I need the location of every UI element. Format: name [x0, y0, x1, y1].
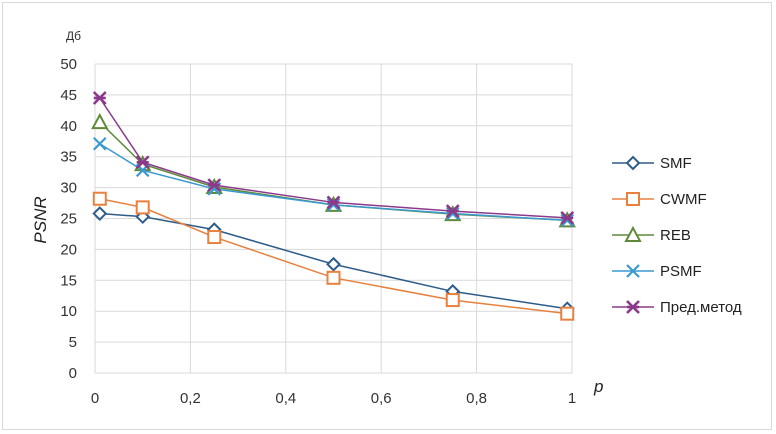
smf-marker — [92, 206, 108, 221]
y-tick-label: 10 — [60, 303, 77, 320]
grid-lines — [94, 63, 573, 374]
y-tick-label: 40 — [60, 118, 77, 135]
y-tick-label: 15 — [60, 272, 77, 289]
series-REB — [91, 112, 576, 228]
reb-marker — [91, 112, 109, 130]
proposed-method-marker — [560, 210, 575, 225]
legend-item: PSMF — [612, 263, 702, 280]
proposed-method-marker — [92, 91, 107, 105]
series-line — [99, 197, 568, 315]
y-axis-unit: Дб — [66, 29, 81, 43]
cwmf-marker — [207, 230, 222, 245]
y-tick-labels: 0 5 10 15 20 25 30 35 40 45 50 — [60, 56, 77, 382]
series-Пред.метод — [92, 91, 575, 225]
series-SMF — [92, 206, 575, 317]
x-tick-label: 0 — [91, 390, 99, 407]
proposed-method-marker — [626, 300, 640, 314]
y-tick-label: 30 — [60, 180, 77, 197]
series-line — [99, 212, 568, 310]
legend-label: Пред.метод — [660, 299, 742, 316]
x-tick-label: 0,4 — [275, 390, 296, 407]
psmf-marker — [92, 136, 107, 151]
reb-marker — [624, 225, 642, 242]
x-tick-labels: 0 0,2 0,4 0,6 0,8 1 — [91, 390, 576, 407]
psmf-marker — [626, 264, 640, 278]
x-tick-label: 0,8 — [466, 390, 487, 407]
y-tick-label: 20 — [60, 241, 77, 258]
cwmf-marker — [135, 200, 150, 215]
cwmf-marker — [626, 192, 640, 206]
cwmf-marker — [445, 293, 460, 308]
proposed-method-marker — [135, 155, 150, 170]
legend-label: SMF — [660, 155, 692, 172]
y-tick-label: 0 — [69, 365, 77, 382]
series-line — [99, 143, 568, 222]
y-tick-label: 35 — [60, 149, 77, 166]
proposed-method-marker — [445, 204, 460, 219]
smf-marker — [625, 155, 641, 171]
series-CWMF — [92, 191, 575, 321]
psmf-marker — [326, 198, 341, 212]
x-tick-label: 0,6 — [371, 390, 392, 407]
legend-item: Пред.метод — [612, 299, 742, 316]
cwmf-marker — [92, 191, 107, 206]
x-tick-label: 1 — [568, 390, 576, 407]
series-layer — [91, 91, 576, 321]
series-PSMF — [92, 136, 575, 228]
legend-label: PSMF — [660, 263, 702, 280]
proposed-method-marker — [326, 195, 341, 210]
psmf-marker — [560, 213, 575, 228]
cwmf-marker — [560, 306, 575, 321]
y-axis-title: PSNR — [31, 196, 50, 243]
series-line — [99, 97, 568, 219]
y-tick-label: 45 — [60, 87, 77, 104]
y-tick-label: 5 — [69, 334, 77, 351]
legend-item: SMF — [612, 155, 692, 172]
legend: SMF CWMF REB PSMF Пред.метод — [612, 155, 742, 316]
y-tick-label: 25 — [60, 211, 77, 228]
legend-item: CWMF — [612, 191, 707, 208]
legend-label: REB — [660, 227, 691, 244]
cwmf-marker — [326, 270, 341, 285]
legend-label: CWMF — [660, 191, 707, 208]
x-tick-label: 0,2 — [180, 390, 201, 407]
smf-marker — [326, 256, 341, 272]
proposed-method-marker — [207, 178, 222, 193]
y-tick-label: 50 — [60, 56, 77, 73]
psmf-marker — [445, 206, 460, 221]
legend-item: REB — [612, 225, 691, 244]
x-axis-title: p — [593, 377, 603, 396]
